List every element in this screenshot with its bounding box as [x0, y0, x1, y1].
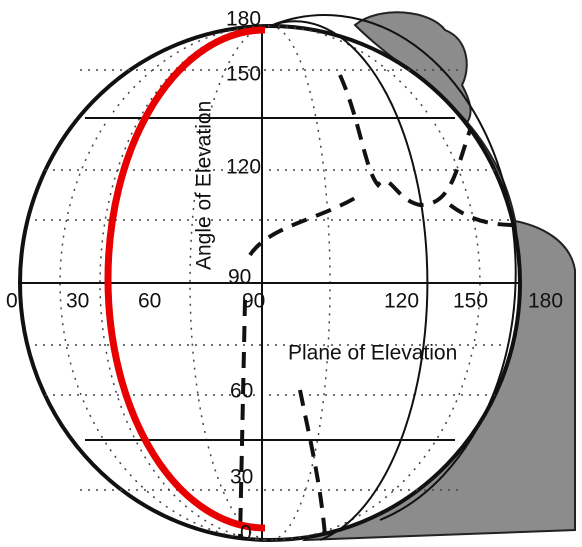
axis-title: Plane of Elevation [288, 342, 457, 365]
tick-label: 60 [230, 380, 253, 403]
tick-label: 150 [226, 63, 261, 86]
tick-label: 180 [528, 290, 563, 313]
elevation-diagram: 180 150 120 90 60 30 0 0 30 60 90 120 15… [0, 0, 582, 547]
tick-label: 90 [242, 290, 265, 313]
tick-label: 180 [226, 8, 261, 31]
tick-label: 90 [228, 266, 251, 289]
tick-label: 120 [226, 156, 261, 179]
tick-label: 30 [230, 466, 253, 489]
tick-label: 120 [384, 290, 419, 313]
tick-label: 0 [240, 522, 252, 545]
axis-title: Angle of Elevation [193, 101, 216, 270]
tick-label: 30 [66, 290, 89, 313]
tick-label: 60 [138, 290, 161, 313]
tick-label: 0 [6, 290, 18, 313]
tick-label: 150 [453, 290, 488, 313]
